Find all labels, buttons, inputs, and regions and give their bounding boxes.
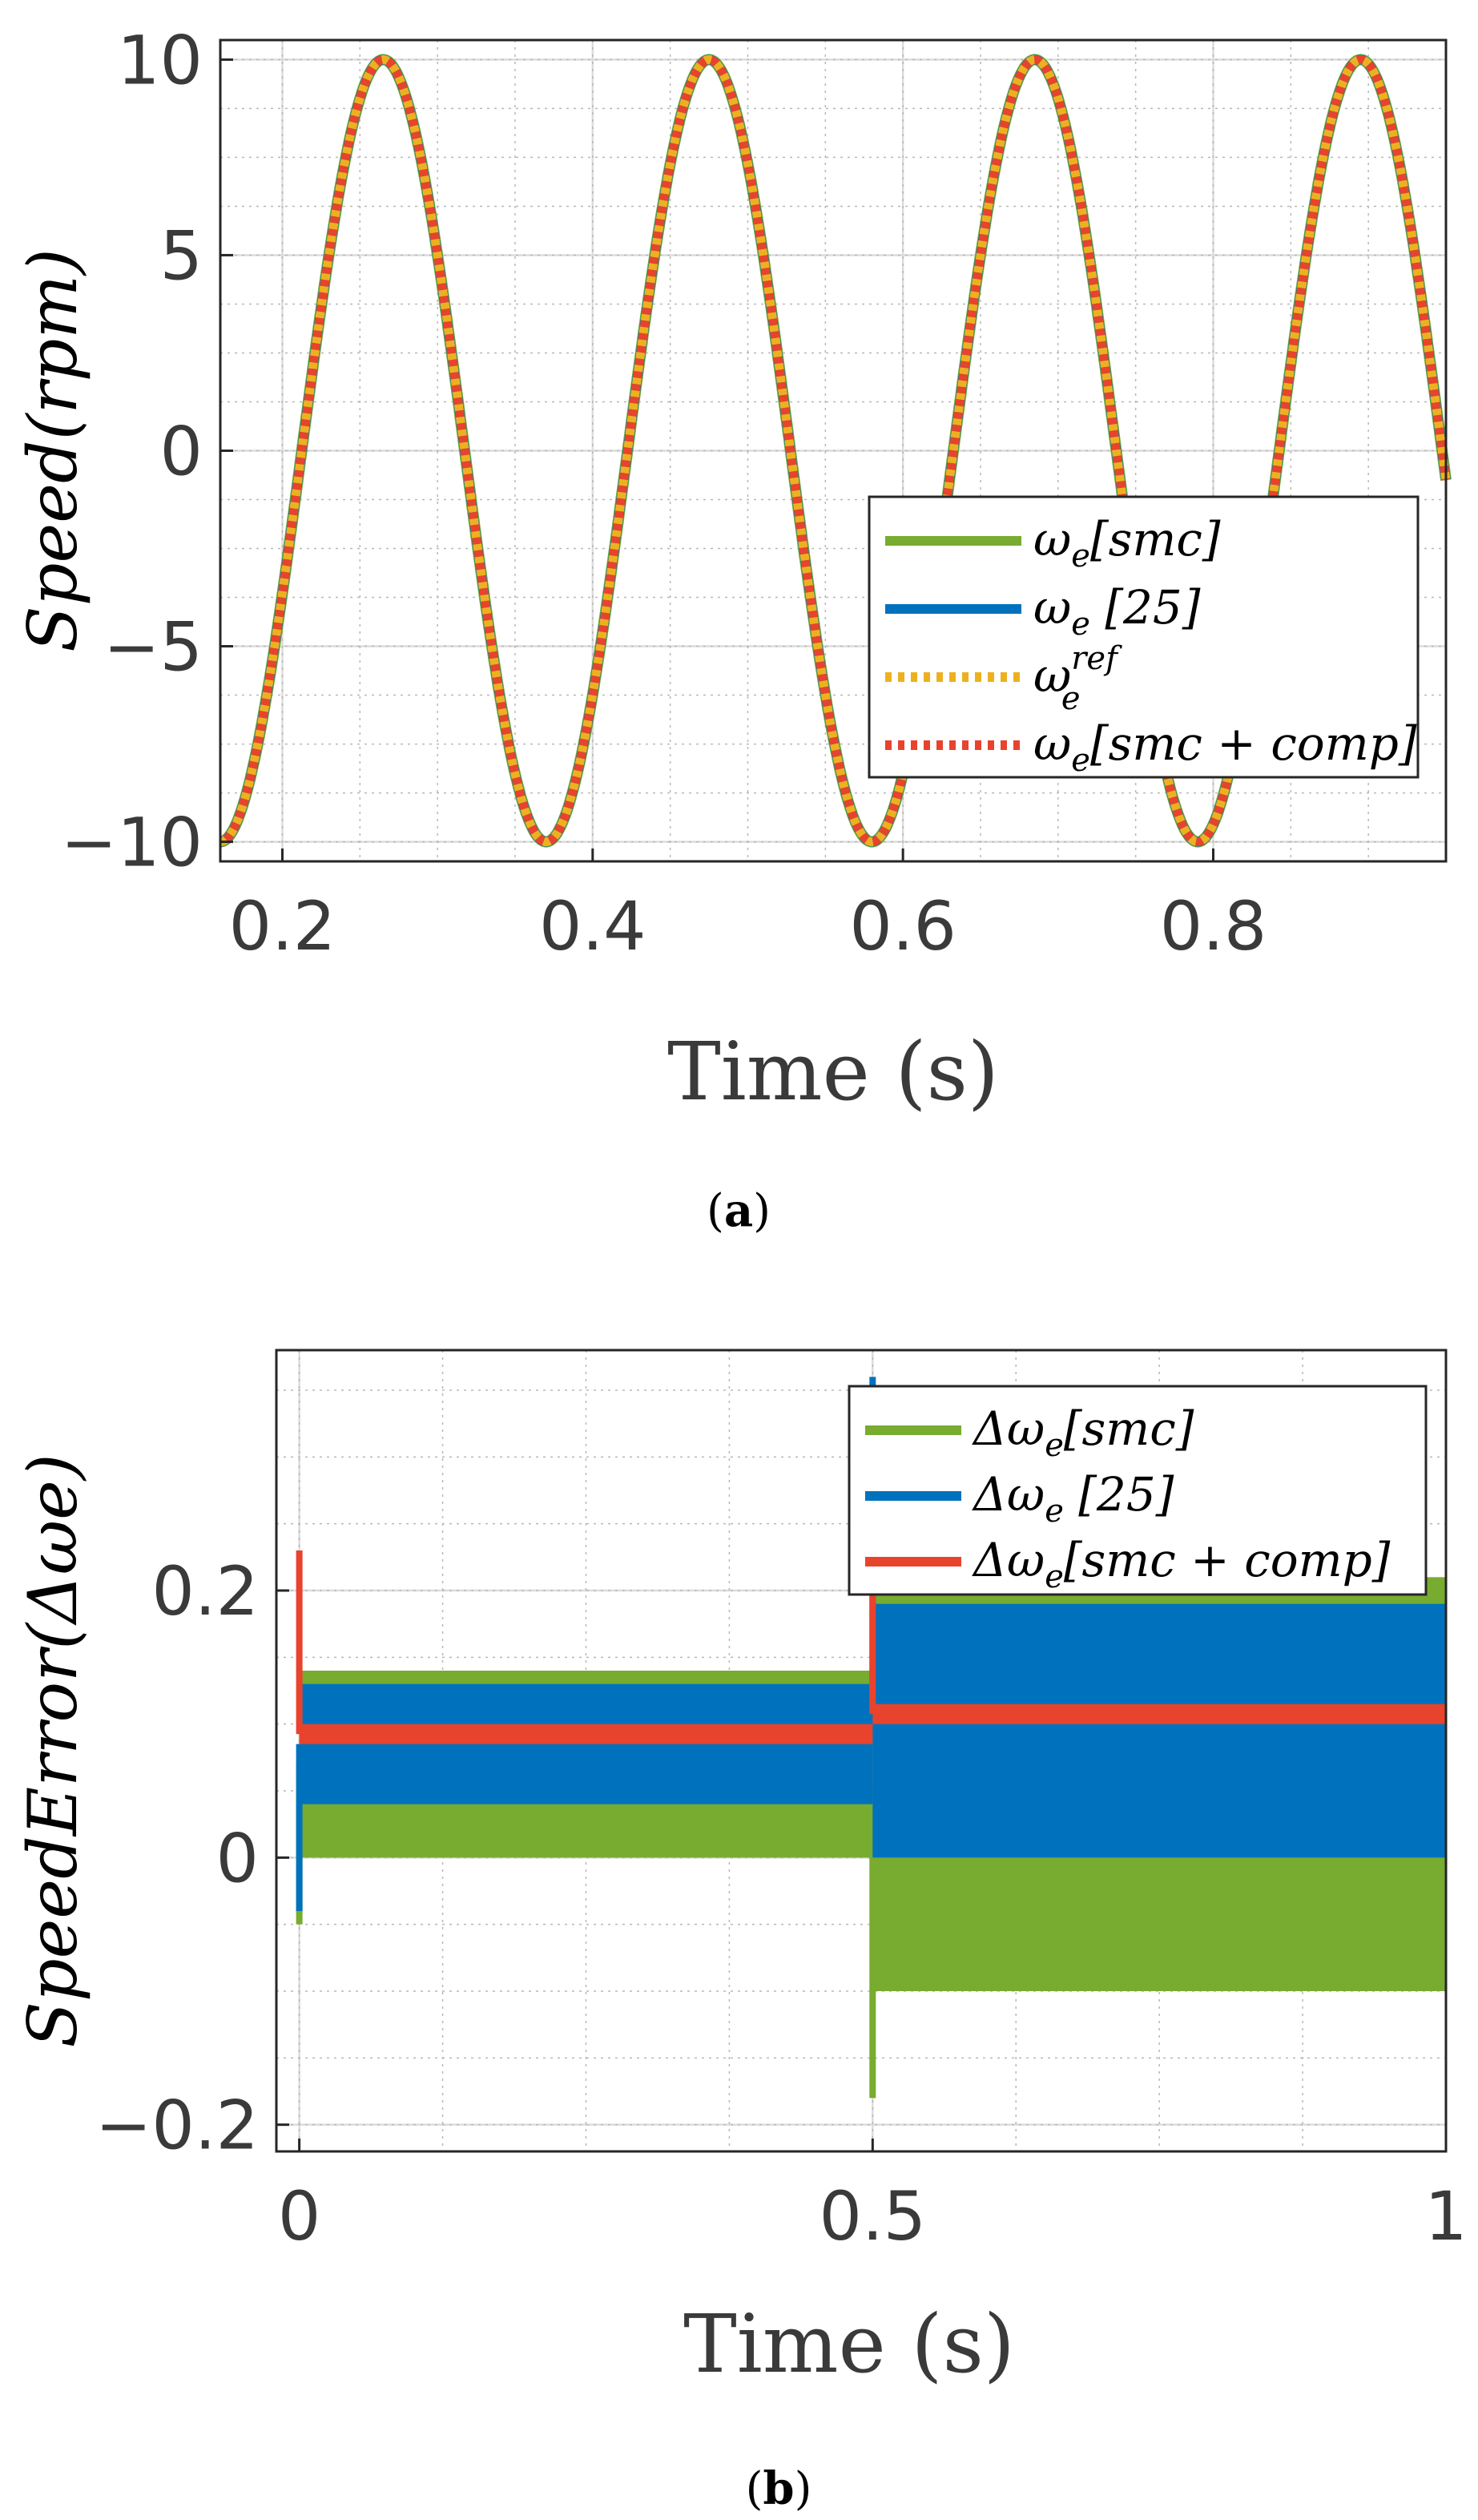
y-tick-label: 0: [216, 1819, 259, 1897]
y-tick-label: 0: [160, 413, 203, 491]
panel-b-series: [296, 1377, 1446, 2099]
panel-b-legend: Δωe[smc]Δωe [25]Δωe[smc + comp]: [848, 1385, 1428, 1596]
panel-b-legend-items: Δωe[smc]Δωe [25]Δωe[smc + comp]: [865, 1401, 1391, 1595]
panel-b-xlabel: Time (s): [683, 2297, 1015, 2391]
panel-a-legend: ωe[smc]ωe [25]ωref eωe[smc + comp]: [868, 495, 1420, 779]
panel-a-xlabel: Time (s): [667, 1025, 999, 1119]
x-tick-label: 1: [1424, 2177, 1467, 2256]
panel-a-caption-letter: a: [724, 1184, 753, 1237]
legend-label: ωref e: [1033, 640, 1122, 717]
panel-a-ticks: 0.2 0.4 0.6 0.8 −10 −5 0 5 10: [61, 21, 1267, 966]
legend-label: Δωe[smc + comp]: [972, 1533, 1391, 1595]
panel-b-frame: [275, 1349, 1448, 2153]
panel-a-legend-items: ωe[smc]ωe [25]ωref eωe[smc + comp]: [885, 512, 1417, 779]
panel-a-caption: (a): [707, 1184, 771, 1237]
series-line: [216, 54, 1451, 847]
legend-label: Δωe[smc]: [972, 1401, 1194, 1464]
legend-label: ωe[smc + comp]: [1033, 716, 1417, 779]
series-band: [872, 1603, 1446, 1858]
legend-label: Δωe [25]: [972, 1467, 1174, 1530]
y-tick-label: −0.2: [95, 2087, 259, 2165]
x-tick-label: 0.2: [229, 887, 336, 966]
x-tick-label: 0.6: [849, 887, 956, 966]
y-tick-label: 5: [160, 216, 203, 295]
y-tick-label: 0.2: [151, 1552, 259, 1631]
series-band: [872, 1704, 1446, 1724]
panel-a-ylabel: Speed(rpm): [14, 248, 92, 652]
x-tick-label: 0: [278, 2177, 320, 2256]
panel-b-caption: (b): [746, 2462, 812, 2515]
series-band: [299, 1724, 873, 1744]
panel-b-caption-letter: b: [763, 2462, 794, 2515]
legend-label: ωe [25]: [1033, 580, 1201, 643]
x-tick-label: 0.5: [820, 2177, 927, 2256]
panel-a-chart: 0.2 0.4 0.6 0.8 −10 −5 0 5 10 ωe[smc]ωe [25]ωref…: [14, 21, 1452, 1237]
panel-b-chart: 0 0.5 1−0.200.2 Δωe[smc]Δωe [25]Δωe[smc + …: [14, 1349, 1468, 2515]
legend-label: ωe[smc]: [1033, 512, 1221, 575]
y-tick-label: 10: [117, 21, 203, 99]
x-tick-label: 0.4: [539, 887, 646, 966]
y-tick-label: −5: [103, 608, 203, 687]
x-tick-label: 0.8: [1160, 887, 1267, 966]
y-tick-label: −10: [61, 804, 203, 882]
panel-b-ticks: 0 0.5 1−0.200.2: [95, 1552, 1468, 2256]
panel-b-ylabel: SpeedError(Δωe): [14, 1454, 92, 2047]
